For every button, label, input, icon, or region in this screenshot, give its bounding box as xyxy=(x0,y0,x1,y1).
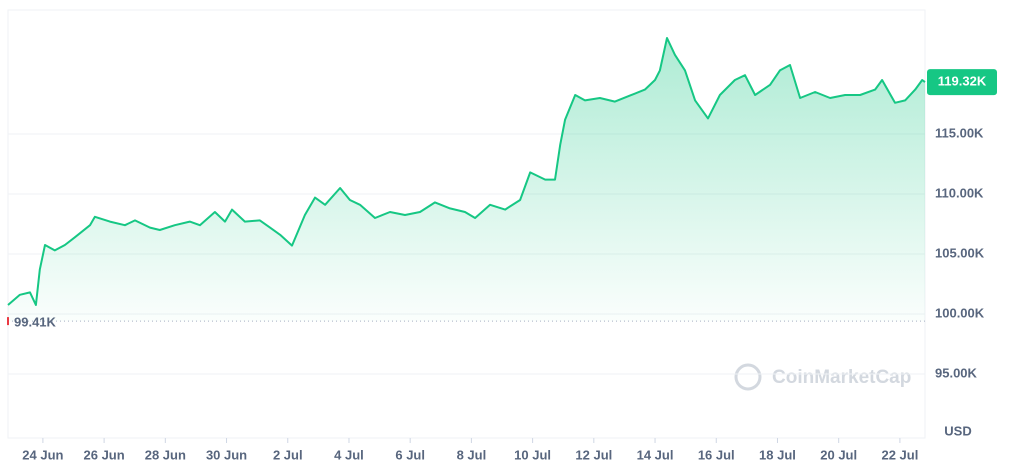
x-tick-label: 16 Jul xyxy=(698,447,735,462)
watermark-logo xyxy=(734,363,762,391)
x-tick-label: 26 Jun xyxy=(84,447,125,462)
x-tick-label: 10 Jul xyxy=(514,447,551,462)
x-tick-label: 4 Jul xyxy=(334,447,364,462)
x-tick-label: 14 Jul xyxy=(637,447,674,462)
y-tick-label: 110.00K xyxy=(935,185,984,200)
y-tick-label: 95.00K xyxy=(935,365,978,380)
x-tick-label: 22 Jul xyxy=(881,447,918,462)
x-tick-label: 28 Jun xyxy=(145,447,186,462)
open-price-label: 99.41K xyxy=(14,315,57,330)
x-tick-label: 8 Jul xyxy=(457,447,487,462)
x-tick-label: 18 Jul xyxy=(759,447,796,462)
current-price-box xyxy=(927,69,997,96)
x-tick-label: 6 Jul xyxy=(395,447,425,462)
watermark: CoinMarketCap xyxy=(772,367,911,388)
x-tick-label: 20 Jul xyxy=(820,447,857,462)
x-tick-label: 24 Jun xyxy=(22,447,63,462)
y-tick-label: 115.00K xyxy=(935,125,984,140)
x-tick-label: 2 Jul xyxy=(273,447,303,462)
open-price-marker xyxy=(7,317,9,326)
price-line xyxy=(7,37,926,306)
unit-label: USD xyxy=(944,423,971,438)
y-tick-label: 100.00K xyxy=(935,305,985,320)
y-tick-label: 105.00K xyxy=(935,245,985,260)
current-price-label: 119.32K xyxy=(938,74,987,89)
x-tick-label: 30 Jun xyxy=(206,447,247,462)
x-tick-label: 12 Jul xyxy=(575,447,612,462)
price-area xyxy=(8,38,925,322)
